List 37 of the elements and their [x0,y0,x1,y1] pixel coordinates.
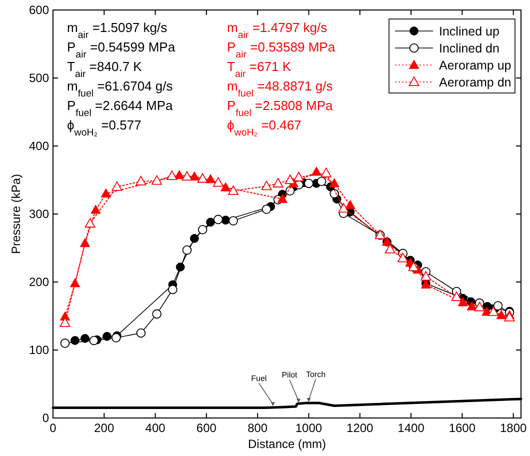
x-tick-label: 1000 [295,421,322,435]
annotation: T$_{air}$ =671 K [227,59,292,80]
annotation: P$_{fuel}$ =2.5808 MPa [227,98,334,118]
y-axis-title: Pressure (kPa) [9,174,23,254]
annotation: P$_{air}$ =0.53589 MPa [227,40,336,60]
x-tick-label: 800 [248,421,268,435]
annotation: Torch [306,370,326,380]
x-axis-title: Distance (mm) [248,437,326,451]
annotation: ϕ$_{woH₂}$ =0.467 [227,118,302,138]
legend-label: Aeroramp up [439,58,512,72]
x-tick-label: 400 [145,421,166,435]
legend-label: Aeroramp dn [439,76,512,90]
x-tick-label: 200 [94,421,114,435]
x-tick-label: 1600 [448,421,476,435]
annotation: Fuel [251,374,267,384]
annotation: m$_{fuel}$ =61.6704 g/s [67,78,174,99]
annotation: P$_{air}$ =0.54599 MPa [67,40,176,60]
x-tick-label: 1400 [398,421,425,435]
annotation: ϕ$_{woH₂}$ =0.577 [67,118,142,138]
x-tick-label: 1800 [500,421,527,435]
annotation: m$_{air}$ =1.5097 kg/s [67,20,168,40]
y-tick-label: 600 [28,3,50,17]
y-tick-label: 100 [28,343,50,357]
y-tick-label: 300 [28,207,50,221]
x-tick-label: 1200 [346,421,374,435]
y-tick-label: 0 [42,411,50,425]
annotation: m$_{air}$ =1.4797 kg/s [227,20,328,40]
annotation: P$_{fuel}$ =2.6644 MPa [67,98,174,118]
annotation: m$_{fuel}$ =48.8871 g/s [227,78,334,99]
y-tick-label: 400 [28,139,50,153]
annotation: T$_{air}$ =840.7 K [67,59,142,80]
legend-label: Inclined dn [439,42,500,56]
x-tick-label: 600 [196,421,217,435]
y-tick-label: 500 [28,71,50,85]
annotation: Pilot [282,370,298,380]
y-tick-label: 200 [28,275,50,289]
legend-label: Inclined up [439,24,500,38]
